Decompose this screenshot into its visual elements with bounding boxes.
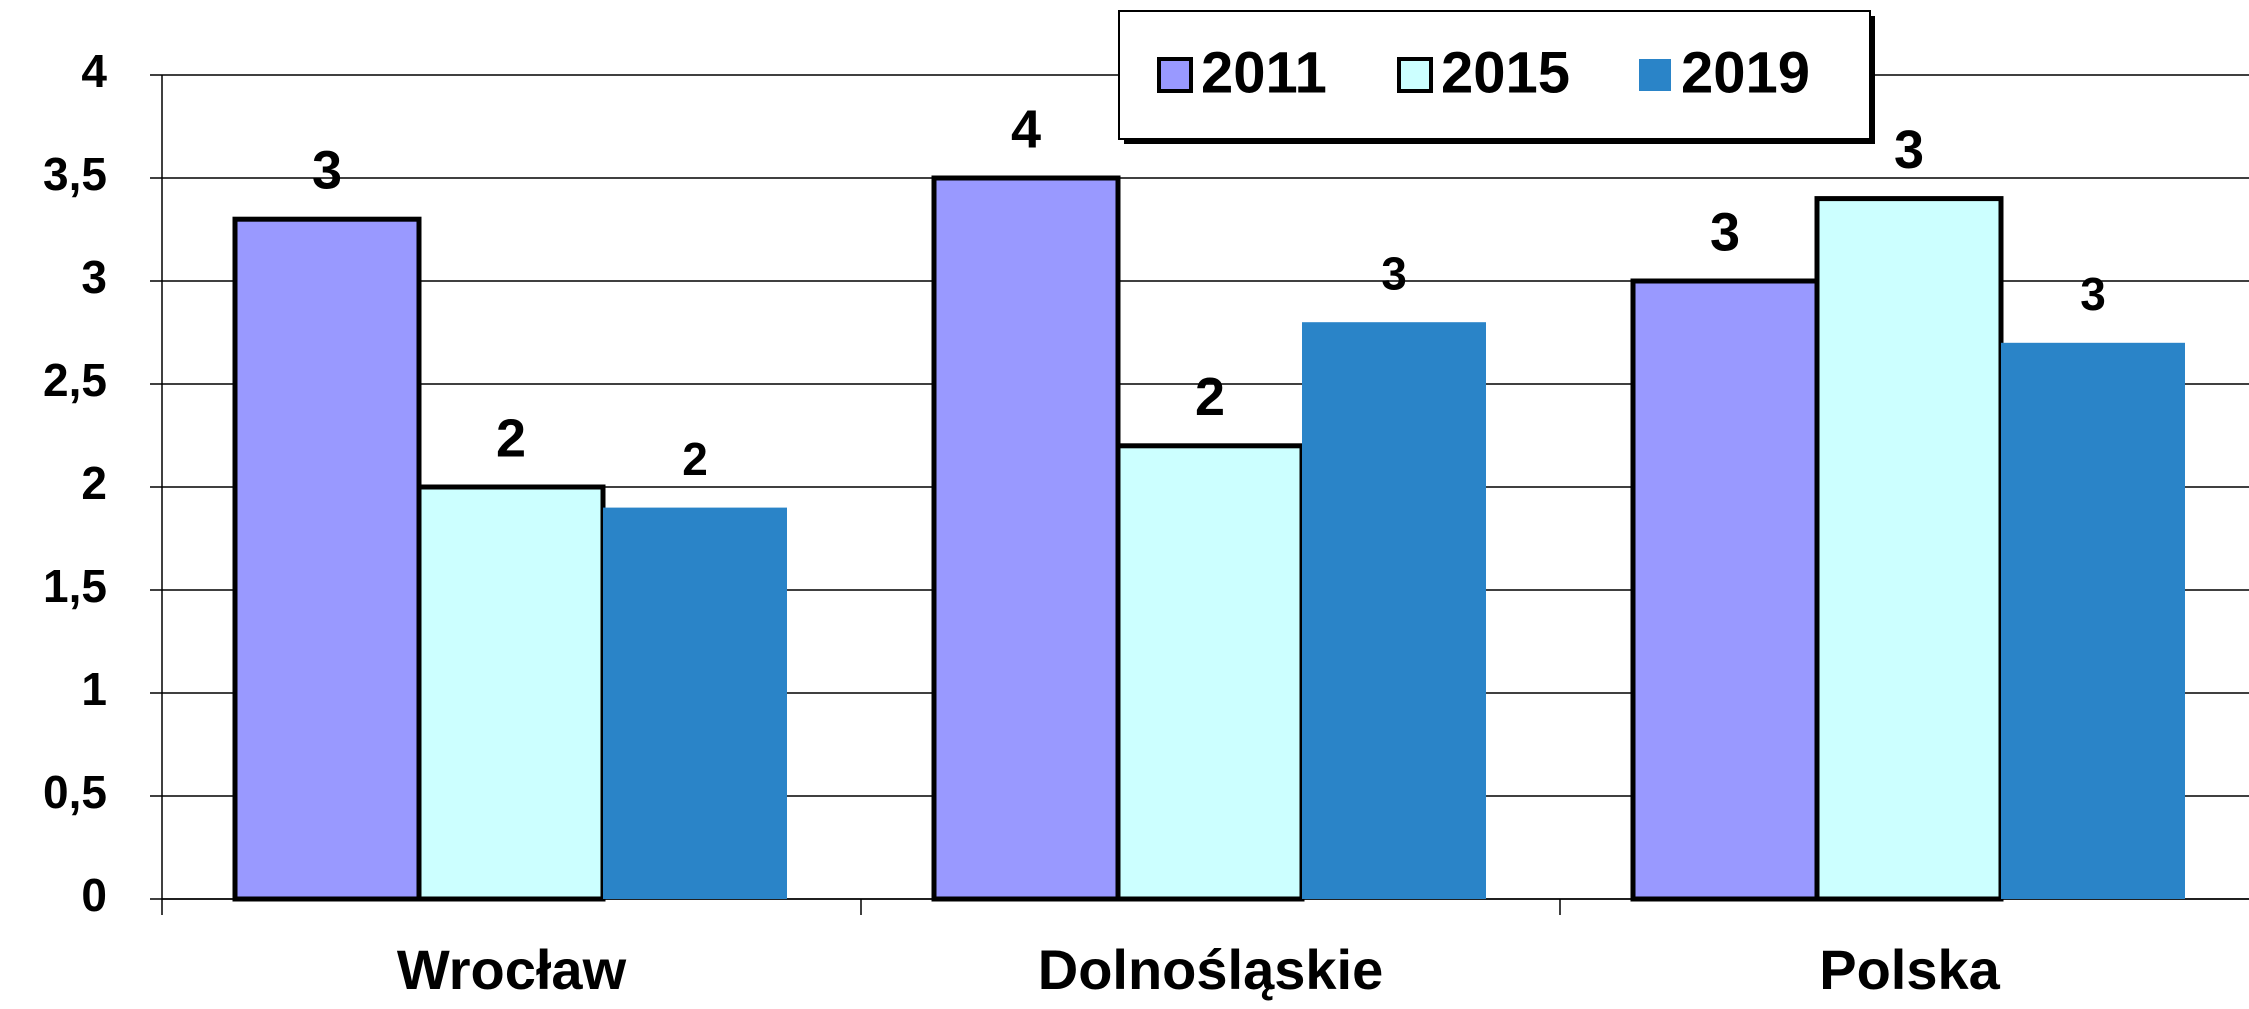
data-label: 2 <box>1195 367 1225 427</box>
bar <box>1115 443 1305 902</box>
legend-label: 2019 <box>1681 40 1810 105</box>
y-tick-label: 3,5 <box>43 148 107 200</box>
bar <box>603 507 787 899</box>
y-tick-label: 4 <box>81 45 107 97</box>
y-tick-label: 2,5 <box>43 354 107 406</box>
data-label: 4 <box>1011 99 1041 159</box>
y-tick-label: 3 <box>81 251 107 303</box>
legend-label: 2015 <box>1441 40 1570 105</box>
data-label: 3 <box>1381 247 1407 299</box>
data-label: 2 <box>682 433 708 485</box>
legend-swatch <box>1397 57 1433 93</box>
y-tick-label: 1 <box>81 663 107 715</box>
y-tick-label: 1,5 <box>43 560 107 612</box>
x-tick-label: Wrocław <box>397 938 627 1001</box>
x-tick-label: Polska <box>1819 938 2000 1001</box>
legend <box>1118 10 1871 140</box>
y-tick-label: 2 <box>81 457 107 509</box>
data-label: 3 <box>1894 120 1924 180</box>
data-label: 3 <box>312 140 342 200</box>
data-label: 2 <box>496 408 526 468</box>
bar <box>2001 342 2185 899</box>
bar <box>232 216 422 902</box>
legend-label: 2011 <box>1201 40 1327 105</box>
data-label: 3 <box>1710 202 1740 262</box>
legend-swatch <box>1639 59 1671 91</box>
legend-swatch <box>1157 57 1193 93</box>
bar <box>1814 196 2004 902</box>
bar <box>416 484 606 902</box>
x-tick-label: Dolnośląskie <box>1038 938 1383 1001</box>
bar <box>1630 278 1820 902</box>
data-label: 3 <box>2080 268 2106 320</box>
bar <box>931 175 1121 902</box>
bar <box>1302 322 1486 899</box>
y-tick-label: 0 <box>81 869 107 921</box>
y-tick-label: 0,5 <box>43 766 107 818</box>
